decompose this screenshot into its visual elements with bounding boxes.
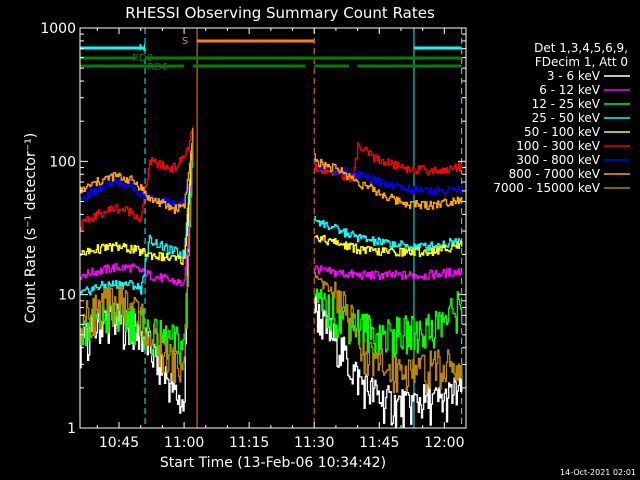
x-tick-label: 11:15: [229, 435, 269, 451]
legend-entry-label: 800 - 7000 keV: [509, 167, 601, 181]
series-line: [80, 136, 194, 287]
x-axis: 10:45 11:00 11:15 11:30 11:45 12:00: [96, 28, 464, 451]
legend-entry-label: 50 - 100 keV: [524, 125, 601, 139]
y-axis-label: Count Rate (s⁻¹ detector⁻¹): [23, 133, 39, 323]
series-5: [80, 126, 463, 231]
series-line: [314, 265, 463, 281]
y-tick-label: 100: [49, 154, 76, 170]
rd0-label: RD0: [132, 53, 153, 64]
x-tick-label: 12:00: [424, 435, 464, 451]
series-8: [80, 138, 463, 394]
night-label: N: [139, 43, 146, 54]
legend-entry-label: 7000 - 15000 keV: [493, 181, 600, 195]
legend-entry-label: 6 - 12 keV: [539, 83, 601, 97]
y-axis: 1 10 100 1000: [40, 21, 466, 437]
x-tick-label: 11:30: [294, 435, 334, 451]
series-line: [314, 142, 463, 182]
y-tick-label: 1: [67, 421, 76, 437]
series-layer: [80, 126, 463, 428]
saa-label: S: [182, 36, 188, 47]
legend: Det 1,3,4,5,6,9, FDecim 1, Att 0 3 - 6 k…: [493, 41, 630, 195]
series-line: [314, 215, 463, 252]
legend-header-line-1: Det 1,3,4,5,6,9,: [534, 41, 628, 55]
y-tick-label: 10: [58, 288, 76, 304]
timestamp: 14-Oct-2021 02:01: [560, 468, 636, 477]
legend-header-line-2: FDecim 1, Att 0: [535, 55, 628, 69]
rd6-label: RD6: [147, 62, 168, 73]
x-tick-label: 11:00: [164, 435, 204, 451]
x-tick-label: 10:45: [99, 435, 139, 451]
series-line: [80, 132, 194, 265]
series-line: [314, 153, 463, 211]
series-line: [314, 288, 463, 359]
x-axis-label: Start Time (13-Feb-06 10:34:42): [160, 455, 386, 471]
series-line: [80, 132, 194, 296]
legend-entry-label: 100 - 300 keV: [516, 139, 600, 153]
series-4: [80, 132, 463, 265]
legend-entry-label: 25 - 50 keV: [532, 111, 601, 125]
series-line: [80, 126, 194, 231]
series-1: [80, 136, 463, 287]
legend-entry-label: 3 - 6 keV: [547, 69, 601, 83]
x-tick-label: 11:45: [359, 435, 399, 451]
series-line: [314, 271, 463, 394]
chart-title: RHESSI Observing Summary Count Rates: [125, 4, 435, 22]
series-line: [314, 296, 463, 428]
series-line: [314, 234, 463, 258]
y-tick-label: 1000: [40, 21, 76, 37]
series-7: [80, 128, 463, 214]
legend-entry-label: 300 - 800 keV: [516, 153, 600, 167]
plot-frame: [79, 27, 467, 429]
series-line: [80, 138, 194, 384]
series-3: [80, 132, 463, 296]
series-line: [80, 127, 194, 208]
legend-entry-label: 12 - 25 keV: [532, 97, 601, 111]
series-line: [80, 128, 194, 214]
series-0: [80, 133, 463, 428]
